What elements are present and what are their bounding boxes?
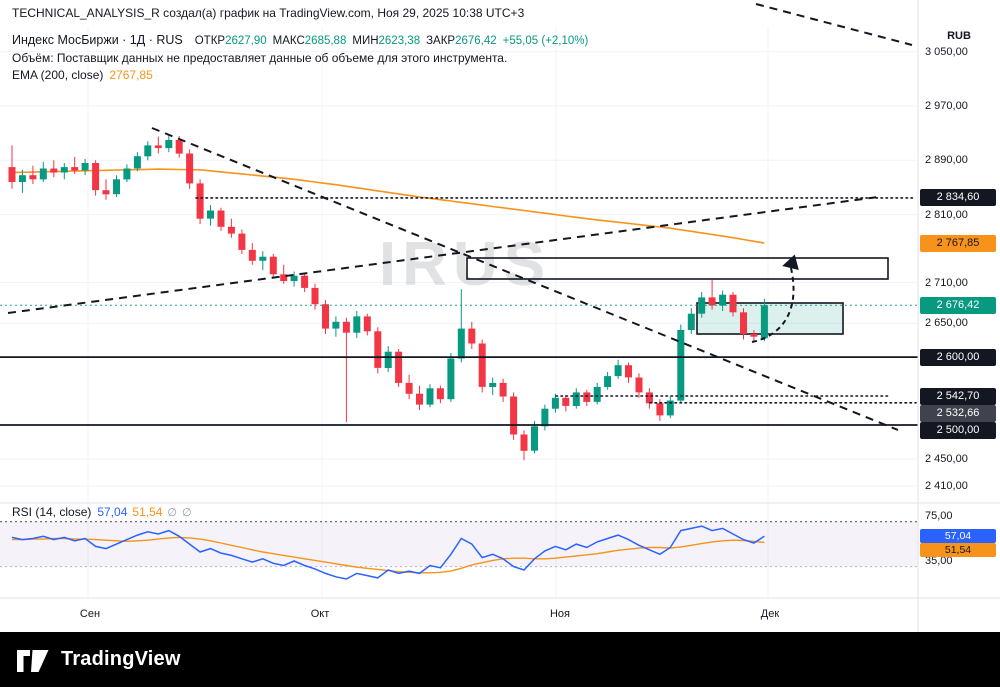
ohlc-value: 2685,88	[304, 35, 347, 47]
chart-legend: Индекс МосБиржи · 1Д · RUS ОТКР2627,90 МАК…	[12, 32, 588, 84]
ohlc-values: ОТКР2627,90 МАКС2685,88 МИН2623,38 ЗАКР2676…	[189, 33, 497, 47]
price-tick: 2 450,00	[925, 452, 968, 465]
time-label: Дек	[760, 608, 780, 620]
share-header: TECHNICAL_ANALYSIS_R создал(а) график на…	[12, 6, 524, 20]
time-label: Ноя	[549, 608, 571, 620]
volume-note: Объём: Поставщик данных не предоставляет…	[12, 51, 508, 65]
price-axis[interactable]: RUB 3 050,00 2 970,00 2 890,00 2 810,00 2 71…	[918, 0, 1000, 632]
rsi-tick: 35,00	[925, 555, 953, 567]
price-tick: 2 890,00	[925, 154, 968, 167]
tradingview-brand[interactable]: TradingView	[61, 648, 181, 670]
rsi-value-badge: 51,54	[920, 543, 996, 558]
price-level-badge: 2 542,70	[920, 387, 996, 405]
time-axis[interactable]: Сен Окт Ноя Дек	[0, 598, 918, 632]
price-level-badge: 2 600,00	[920, 348, 996, 366]
symbol-title[interactable]: Индекс МосБиржи · 1Д · RUS	[12, 33, 183, 47]
change-value: +55,05 (+2,10%)	[502, 35, 589, 47]
ohlc-label: ЗАКР	[426, 35, 456, 47]
time-label: Окт	[310, 608, 330, 620]
ohlc-value: 2676,42	[455, 35, 497, 47]
rsi-value-badge: 57,04	[920, 529, 996, 544]
price-tick: 2 650,00	[925, 317, 968, 330]
tradingview-footer: TradingView	[0, 632, 1000, 687]
ohlc-label: МАКС	[272, 35, 305, 47]
ohlc-value: 2627,90	[225, 35, 267, 47]
ohlc-label: МИН	[352, 35, 379, 47]
time-label: Сен	[79, 608, 101, 620]
price-tick: 2 710,00	[925, 276, 968, 289]
chart-canvas[interactable]: IRUS	[0, 0, 1000, 632]
rsi-legend-label[interactable]: RSI (14, close)	[12, 505, 92, 519]
rsi-legend: RSI (14, close) 57,04 51,54 ∅ ∅	[12, 505, 192, 519]
price-level-badge: 2 834,60	[920, 189, 996, 207]
rsi-value: 57,04	[97, 505, 128, 519]
ema-value: 2767,85	[109, 68, 153, 82]
tradingview-logo-icon[interactable]	[16, 646, 50, 674]
price-level-badge: 2 767,85	[920, 234, 996, 252]
currency-label[interactable]: RUB	[947, 30, 971, 42]
symbol-legend-row: Индекс МосБиржи · 1Д · RUS ОТКР2627,90 МАК…	[12, 32, 588, 50]
price-level-badge: 2 676,42	[920, 296, 996, 314]
rsi-ma-value: 51,54	[132, 505, 163, 519]
hidden-plot-icon[interactable]: ∅	[182, 507, 192, 519]
share-header-text: TECHNICAL_ANALYSIS_R создал(а) график на…	[12, 6, 525, 20]
price-tick: 3 050,00	[925, 45, 968, 58]
price-tick: 2 810,00	[925, 208, 968, 221]
price-tick: 2 970,00	[925, 100, 968, 112]
hidden-plot-icon[interactable]: ∅	[167, 507, 178, 519]
rsi-muted-icons[interactable]: ∅ ∅	[162, 505, 191, 519]
ohlc-label: ОТКР	[194, 35, 226, 47]
ema-legend-label[interactable]: EMA (200, close)	[12, 68, 104, 82]
symbol-watermark: IRUS	[379, 230, 551, 299]
price-tick: 2 410,00	[925, 480, 968, 492]
price-level-badge: 2 500,00	[920, 421, 996, 439]
rsi-tick: 75,00	[925, 510, 953, 522]
price-level-badge: 2 532,66	[920, 404, 996, 422]
ohlc-value: 2623,38	[378, 35, 421, 47]
ema-legend-row: EMA (200, close) 2767,85	[12, 67, 588, 84]
